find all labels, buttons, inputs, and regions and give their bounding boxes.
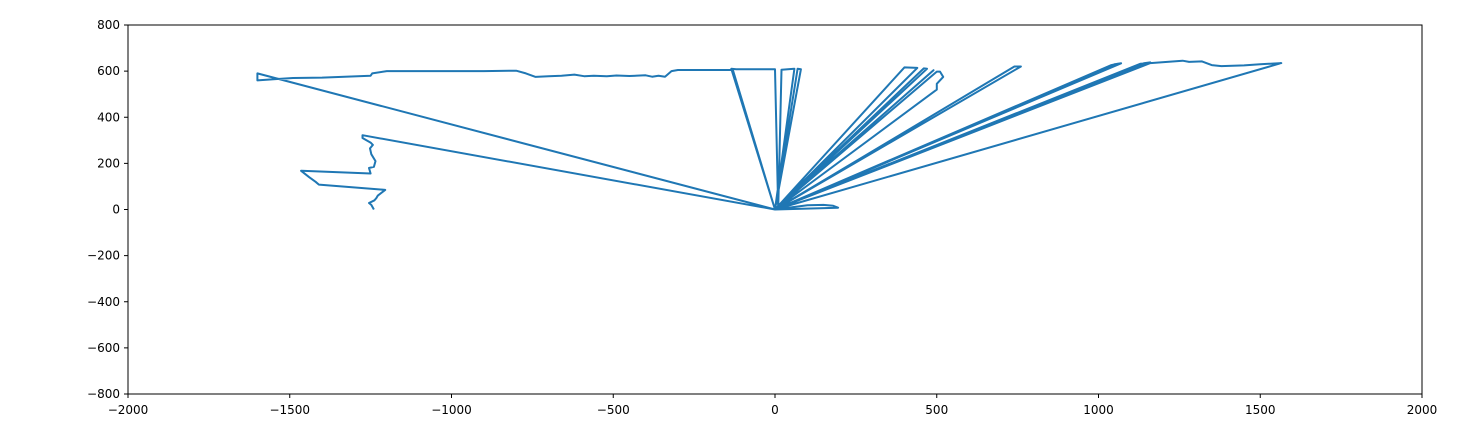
x-tick-label: 1000 — [1083, 403, 1114, 417]
y-tick-label: 600 — [97, 64, 120, 78]
y-tick-label: −600 — [87, 341, 120, 355]
x-tick-label: 500 — [925, 403, 948, 417]
y-tick-label: 0 — [112, 203, 120, 217]
x-tick-label: −1000 — [431, 403, 472, 417]
y-tick-label: 800 — [97, 18, 120, 32]
x-tick-label: 2000 — [1407, 403, 1438, 417]
y-tick-label: 200 — [97, 156, 120, 170]
x-tick-label: −2000 — [108, 403, 149, 417]
y-tick-label: −200 — [87, 249, 120, 263]
series-line — [256, 59, 1283, 211]
plot-area-frame — [127, 24, 1423, 395]
y-tick-label: −400 — [87, 295, 120, 309]
x-tick-label: 0 — [771, 403, 779, 417]
x-tick-label: −1500 — [269, 403, 310, 417]
x-tick-label: −500 — [597, 403, 630, 417]
x-tick-label: 1500 — [1245, 403, 1276, 417]
axis-ticks: −2000 −1500 −1000 −500 0 500 1000 1500 2000−800−… — [87, 18, 1437, 417]
y-tick-label: 400 — [97, 110, 120, 124]
series-layer — [256, 59, 1283, 211]
y-tick-label: −800 — [87, 387, 120, 401]
